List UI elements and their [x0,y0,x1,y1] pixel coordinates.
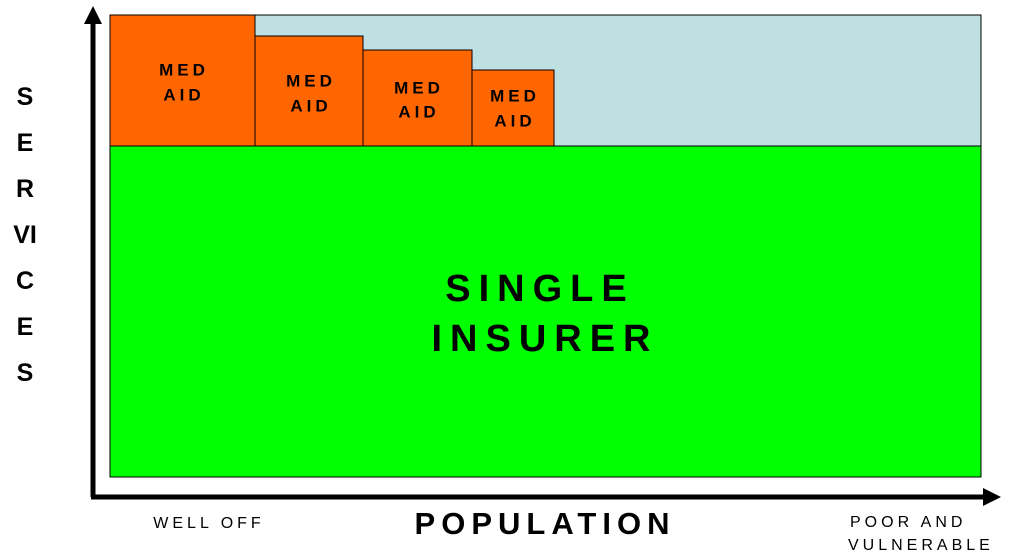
y-axis-arrow [84,6,102,24]
x-axis-right-label: VULNERABLE [848,537,994,554]
med-aid-box [254,35,364,147]
box-label: AID [398,102,439,121]
box-label: AID [494,111,535,130]
x-axis-right-label: POOR AND [850,514,966,531]
x-axis-arrow [983,488,1001,506]
box-label: MED [159,60,209,79]
box-label: MED [490,86,540,105]
med-aid-box [109,14,256,147]
main-label: SINGLE [445,268,634,310]
x-axis-label: POPULATION [415,506,676,541]
med-aid-box [471,69,555,147]
box-label: AID [290,96,331,115]
box-label: AID [163,85,204,104]
med-aid-box [362,49,473,147]
box-label: MED [286,71,336,90]
x-axis-left-label: WELL OFF [153,515,264,532]
y-axis-label: SERVICES [13,83,37,387]
single-insurer-region [109,145,982,478]
main-label: INSURER [431,318,658,360]
box-label: MED [394,78,444,97]
